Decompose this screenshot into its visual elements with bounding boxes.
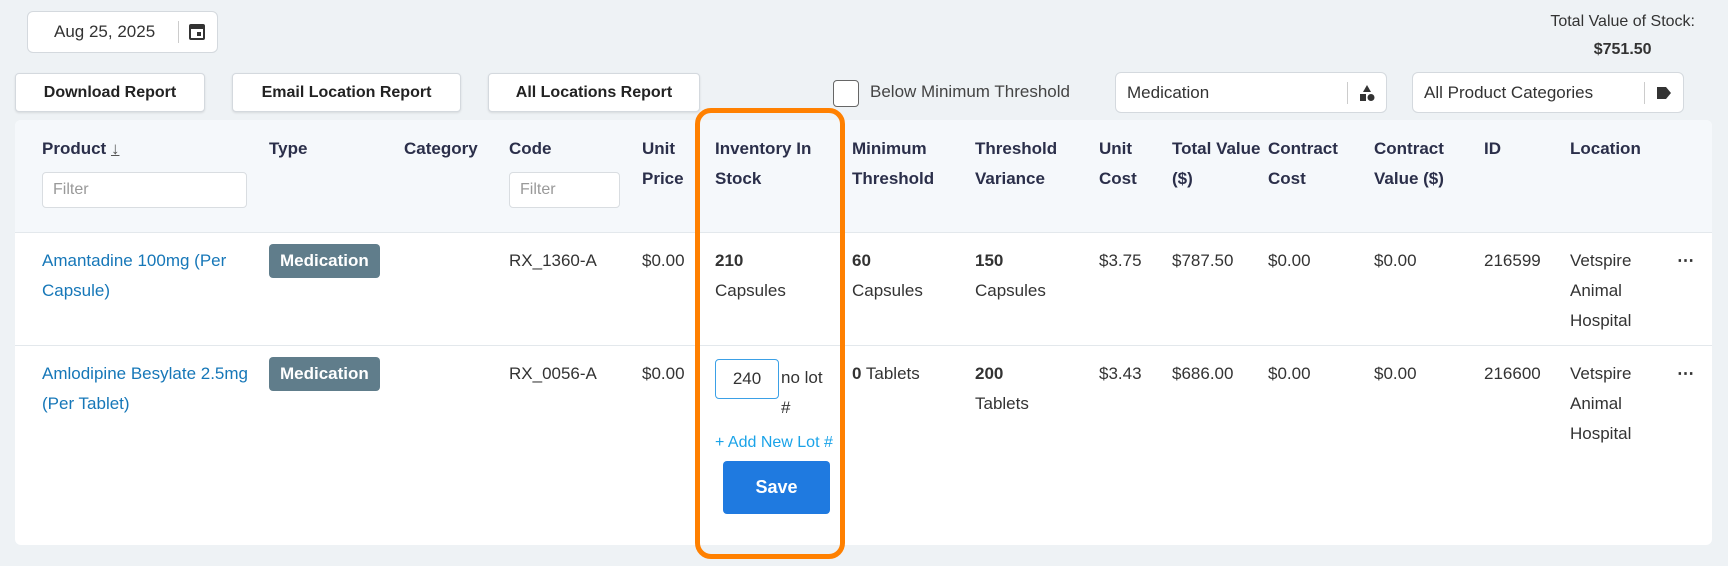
more-options-icon[interactable]: ⋯	[1677, 363, 1695, 383]
category-cell	[397, 345, 502, 545]
category-select-value: All Product Categories	[1424, 82, 1594, 102]
download-report-button[interactable]: Download Report	[15, 73, 205, 112]
contract-cost-cell: $0.00	[1268, 363, 1311, 383]
unit-price-cell: $0.00	[635, 232, 708, 346]
type-select-value: Medication	[1127, 82, 1210, 102]
min-threshold-cell: 0 Tablets	[852, 363, 920, 383]
product-filter-input[interactable]: Filter	[42, 172, 247, 208]
col-total-value: Total Value ($)	[1165, 120, 1261, 233]
col-threshold-variance: Threshold Variance	[968, 120, 1092, 233]
variance-cell: 200 Tablets	[975, 363, 1029, 413]
col-inventory: Inventory In Stock	[708, 120, 845, 233]
col-location: Location	[1563, 120, 1670, 233]
id-cell: 216600	[1484, 363, 1541, 383]
total-value-cell: $686.00	[1172, 363, 1234, 383]
col-contract-cost: Contract Cost	[1261, 120, 1367, 233]
type-badge: Medication	[269, 243, 380, 278]
unit-price-cell: $0.00	[642, 363, 685, 383]
col-category: Category	[397, 120, 502, 233]
inventory-quantity-input[interactable]: 240	[715, 358, 779, 399]
email-location-report-button[interactable]: Email Location Report	[232, 73, 461, 112]
total-value-of-stock: Total Value of Stock: $751.50	[1550, 8, 1695, 64]
no-lot-label: no lot #	[781, 367, 823, 417]
col-actions	[1670, 120, 1712, 233]
inventory-cell: 240 no lot # + Add New Lot # Save	[708, 345, 845, 545]
contract-cost-cell: $0.00	[1261, 232, 1367, 346]
tag-icon	[1645, 86, 1683, 100]
product-link[interactable]: Amantadine 100mg (Per Capsule)	[42, 250, 227, 300]
col-unit-cost: Unit Cost	[1092, 120, 1165, 233]
col-product[interactable]: Product ↓ Filter	[15, 120, 262, 233]
divider	[1644, 81, 1645, 104]
location-cell: Vetspire Animal Hospital	[1570, 363, 1632, 443]
col-id: ID	[1477, 120, 1563, 233]
inventory-table: Product ↓ Filter Type Category Code Filt…	[15, 120, 1712, 545]
code-filter-input[interactable]: Filter	[509, 172, 620, 208]
category-cell	[397, 232, 502, 346]
type-badge: Medication	[269, 356, 380, 391]
inventory-table-panel: Product ↓ Filter Type Category Code Filt…	[15, 120, 1712, 545]
below-threshold-checkbox[interactable]	[833, 80, 859, 107]
sort-download-icon[interactable]: ↓	[110, 139, 120, 158]
col-unit-price: Unit Price	[635, 120, 708, 233]
id-cell: 216599	[1477, 232, 1563, 346]
date-picker[interactable]: Aug 25, 2025	[27, 11, 218, 53]
type-select[interactable]: Medication	[1115, 72, 1387, 113]
inventory-cell: 210 Capsules	[708, 232, 845, 346]
col-type: Type	[262, 120, 397, 233]
code-cell: RX_1360-A	[502, 232, 635, 346]
below-threshold-label: Below Minimum Threshold	[870, 82, 1070, 101]
variance-cell: 150 Capsules	[968, 232, 1092, 346]
shapes-icon	[1348, 84, 1386, 102]
col-code: Code Filter	[502, 120, 635, 233]
more-options-icon[interactable]: ⋯	[1677, 250, 1695, 270]
all-locations-report-button[interactable]: All Locations Report	[488, 73, 700, 112]
total-label: Total Value of Stock:	[1550, 13, 1695, 30]
header-row: Product ↓ Filter Type Category Code Filt…	[15, 120, 1712, 233]
col-min-threshold: Minimum Threshold	[845, 120, 968, 233]
contract-value-cell: $0.00	[1374, 363, 1417, 383]
divider	[1347, 81, 1348, 104]
location-cell: Vetspire Animal Hospital	[1563, 232, 1670, 346]
col-contract-value: Contract Value ($)	[1367, 120, 1477, 233]
table-row: Amlodipine Besylate 2.5mg (Per Tablet) M…	[15, 345, 1712, 545]
total-value: $751.50	[1593, 41, 1652, 58]
total-value-cell: $787.50	[1165, 232, 1261, 346]
unit-cost-cell: $3.75	[1092, 232, 1165, 346]
date-value: Aug 25, 2025	[54, 22, 156, 41]
contract-value-cell: $0.00	[1367, 232, 1477, 346]
min-threshold-cell: 60 Capsules	[845, 232, 968, 346]
add-new-lot-link[interactable]: + Add New Lot #	[715, 433, 833, 451]
table-row: Amantadine 100mg (Per Capsule) Medicatio…	[15, 232, 1712, 346]
category-select[interactable]: All Product Categories	[1412, 72, 1684, 113]
product-link[interactable]: Amlodipine Besylate 2.5mg (Per Tablet)	[42, 363, 249, 413]
divider	[178, 21, 179, 43]
calendar-icon[interactable]	[189, 24, 205, 40]
code-cell: RX_0056-A	[509, 363, 597, 383]
save-button[interactable]: Save	[723, 460, 830, 514]
unit-cost-cell: $3.43	[1099, 363, 1142, 383]
